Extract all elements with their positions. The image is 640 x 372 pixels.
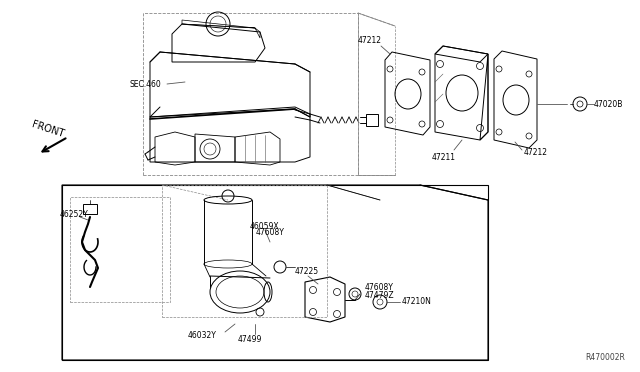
Text: 47210N: 47210N	[402, 298, 432, 307]
Text: R470002R: R470002R	[585, 353, 625, 362]
Text: 47212: 47212	[524, 148, 548, 157]
Text: 47479Z: 47479Z	[365, 292, 395, 301]
Text: 47211: 47211	[432, 153, 456, 161]
Text: 46059X: 46059X	[250, 221, 280, 231]
Text: 47212: 47212	[358, 35, 382, 45]
Text: 47499: 47499	[238, 334, 262, 343]
Bar	[70, 197, 170, 302]
Bar	[62, 185, 488, 360]
Text: 46032Y: 46032Y	[188, 331, 217, 340]
Text: 47020B: 47020B	[594, 99, 623, 109]
Text: 47225: 47225	[295, 267, 319, 276]
Bar	[162, 185, 327, 317]
Text: 47608Y: 47608Y	[256, 228, 285, 237]
Bar	[83, 204, 97, 214]
Text: SEC.460: SEC.460	[130, 80, 162, 89]
Bar	[143, 13, 358, 175]
Text: 46252Y: 46252Y	[60, 209, 89, 218]
Bar	[366, 114, 378, 126]
Text: FRONT: FRONT	[31, 119, 65, 139]
Text: 47608Y: 47608Y	[365, 283, 394, 292]
